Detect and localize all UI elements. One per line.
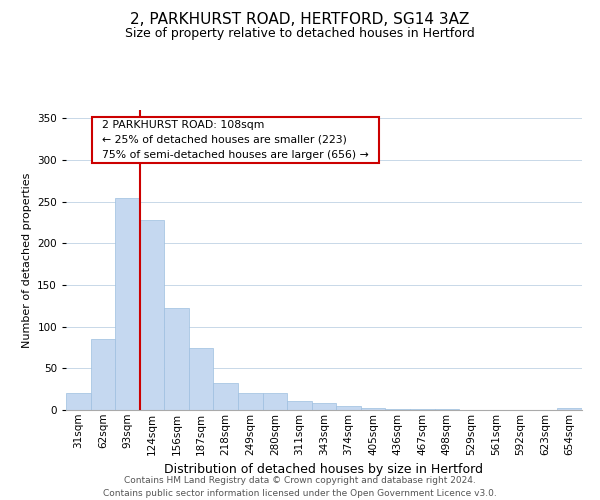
Y-axis label: Number of detached properties: Number of detached properties (22, 172, 32, 348)
Bar (164, 308, 189, 410)
Bar (66, 394, 91, 410)
Bar (263, 394, 287, 410)
Bar (410, 409, 434, 410)
Bar (312, 402, 336, 410)
Bar (140, 220, 164, 410)
Bar (238, 394, 263, 410)
Bar (361, 408, 385, 410)
Bar (557, 408, 582, 410)
Bar (287, 401, 312, 410)
Bar (385, 409, 410, 410)
Text: Contains public sector information licensed under the Open Government Licence v3: Contains public sector information licen… (103, 489, 497, 498)
Text: Size of property relative to detached houses in Hertford: Size of property relative to detached ho… (125, 28, 475, 40)
Bar (434, 409, 459, 410)
Bar (91, 339, 115, 410)
Bar (189, 348, 214, 410)
Text: 2 PARKHURST ROAD: 108sqm  
  ← 25% of detached houses are smaller (223)  
  75% : 2 PARKHURST ROAD: 108sqm ← 25% of detach… (95, 120, 376, 160)
Bar (336, 406, 361, 410)
Bar (115, 198, 140, 410)
X-axis label: Distribution of detached houses by size in Hertford: Distribution of detached houses by size … (164, 463, 484, 476)
Text: 2, PARKHURST ROAD, HERTFORD, SG14 3AZ: 2, PARKHURST ROAD, HERTFORD, SG14 3AZ (130, 12, 470, 28)
Bar (214, 382, 238, 410)
Text: Contains HM Land Registry data © Crown copyright and database right 2024.: Contains HM Land Registry data © Crown c… (124, 476, 476, 485)
